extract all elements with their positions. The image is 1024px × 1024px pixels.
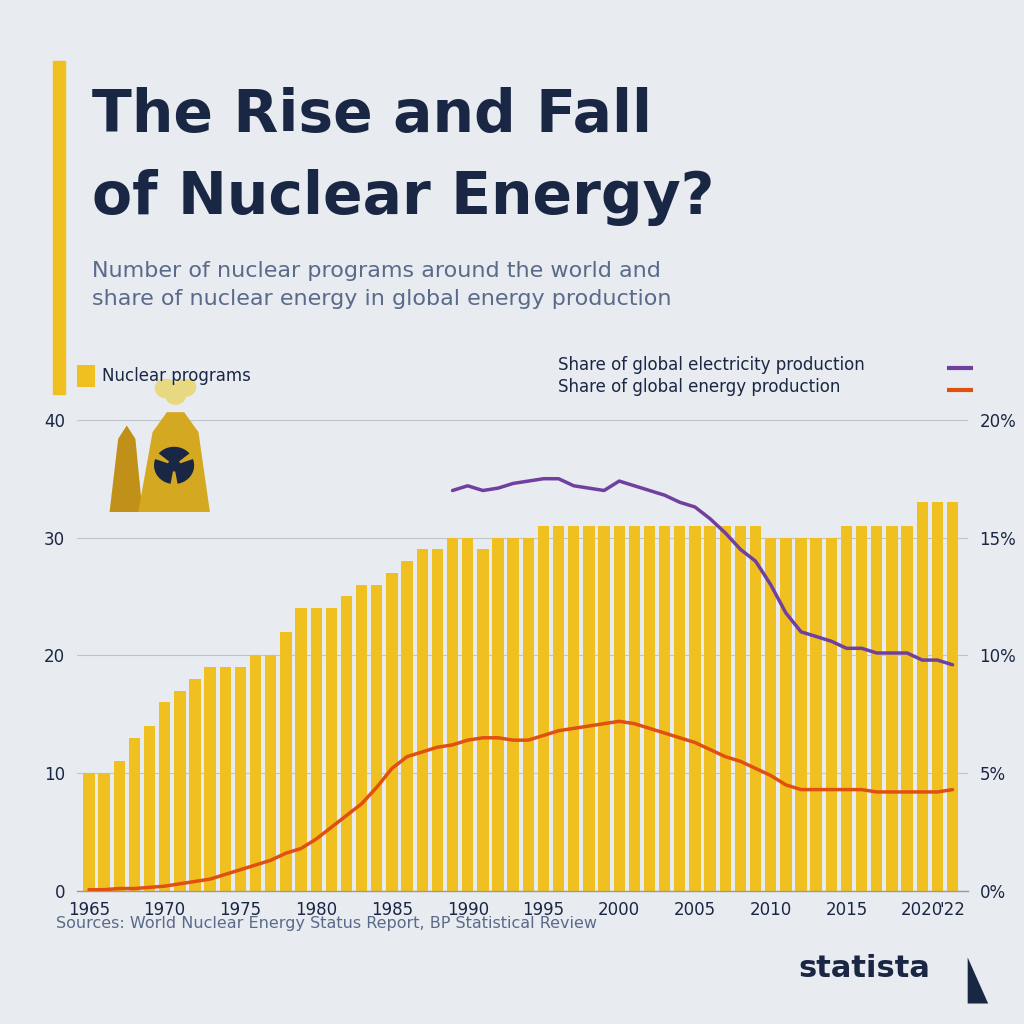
Bar <box>159 702 170 891</box>
Bar <box>553 525 564 891</box>
Bar <box>629 525 640 891</box>
Bar <box>825 538 837 891</box>
Polygon shape <box>154 459 174 483</box>
Bar <box>417 549 428 891</box>
Text: Share of global energy production: Share of global energy production <box>558 378 841 396</box>
Bar <box>174 690 185 891</box>
Polygon shape <box>159 446 189 465</box>
Bar <box>356 585 368 891</box>
Bar <box>477 549 488 891</box>
Circle shape <box>156 379 175 397</box>
Text: Nuclear programs: Nuclear programs <box>102 367 251 385</box>
Bar <box>947 502 958 891</box>
Bar <box>841 525 852 891</box>
Bar <box>508 538 519 891</box>
Circle shape <box>168 460 180 471</box>
Bar <box>886 525 898 891</box>
Bar <box>810 538 822 891</box>
Bar <box>720 525 731 891</box>
Bar <box>856 525 867 891</box>
Bar <box>432 549 443 891</box>
Bar <box>83 773 94 891</box>
Bar <box>613 525 625 891</box>
Bar <box>98 773 110 891</box>
Bar <box>371 585 383 891</box>
Bar <box>250 655 261 891</box>
Bar <box>295 608 307 891</box>
Bar <box>114 761 125 891</box>
Bar <box>326 608 337 891</box>
Polygon shape <box>138 412 210 512</box>
Text: Number of nuclear programs around the world and
share of nuclear energy in globa: Number of nuclear programs around the wo… <box>92 261 672 309</box>
Bar <box>446 538 458 891</box>
Bar <box>765 538 776 891</box>
Bar <box>568 525 580 891</box>
Bar <box>493 538 504 891</box>
Circle shape <box>175 378 196 396</box>
Bar <box>796 538 807 891</box>
Bar <box>659 525 671 891</box>
Bar <box>689 525 700 891</box>
Text: of Nuclear Energy?: of Nuclear Energy? <box>92 169 715 226</box>
Bar <box>281 632 292 891</box>
Bar <box>341 596 352 891</box>
Bar <box>234 668 246 891</box>
Bar <box>538 525 549 891</box>
Bar <box>584 525 595 891</box>
Bar <box>310 608 322 891</box>
Bar <box>462 538 473 891</box>
Bar <box>189 679 201 891</box>
Circle shape <box>166 385 185 404</box>
Bar <box>129 737 140 891</box>
Text: Sources: World Nuclear Energy Status Report, BP Statistical Review: Sources: World Nuclear Energy Status Rep… <box>56 916 597 932</box>
Bar <box>705 525 716 891</box>
Bar <box>674 525 685 891</box>
Text: statista: statista <box>799 954 931 983</box>
Bar <box>143 726 156 891</box>
Polygon shape <box>110 426 142 512</box>
Bar <box>522 538 534 891</box>
Bar <box>205 668 216 891</box>
Bar <box>780 538 792 891</box>
Bar <box>598 525 609 891</box>
Bar <box>932 502 943 891</box>
Bar <box>265 655 276 891</box>
Bar <box>916 502 928 891</box>
Bar <box>644 525 655 891</box>
Bar <box>386 572 397 891</box>
Bar <box>219 668 231 891</box>
Bar <box>901 525 912 891</box>
Text: The Rise and Fall: The Rise and Fall <box>92 87 652 144</box>
Text: Share of global electricity production: Share of global electricity production <box>558 355 865 374</box>
Polygon shape <box>174 459 195 483</box>
Bar <box>750 525 761 891</box>
Bar <box>735 525 746 891</box>
Bar <box>871 525 883 891</box>
Bar <box>401 561 413 891</box>
